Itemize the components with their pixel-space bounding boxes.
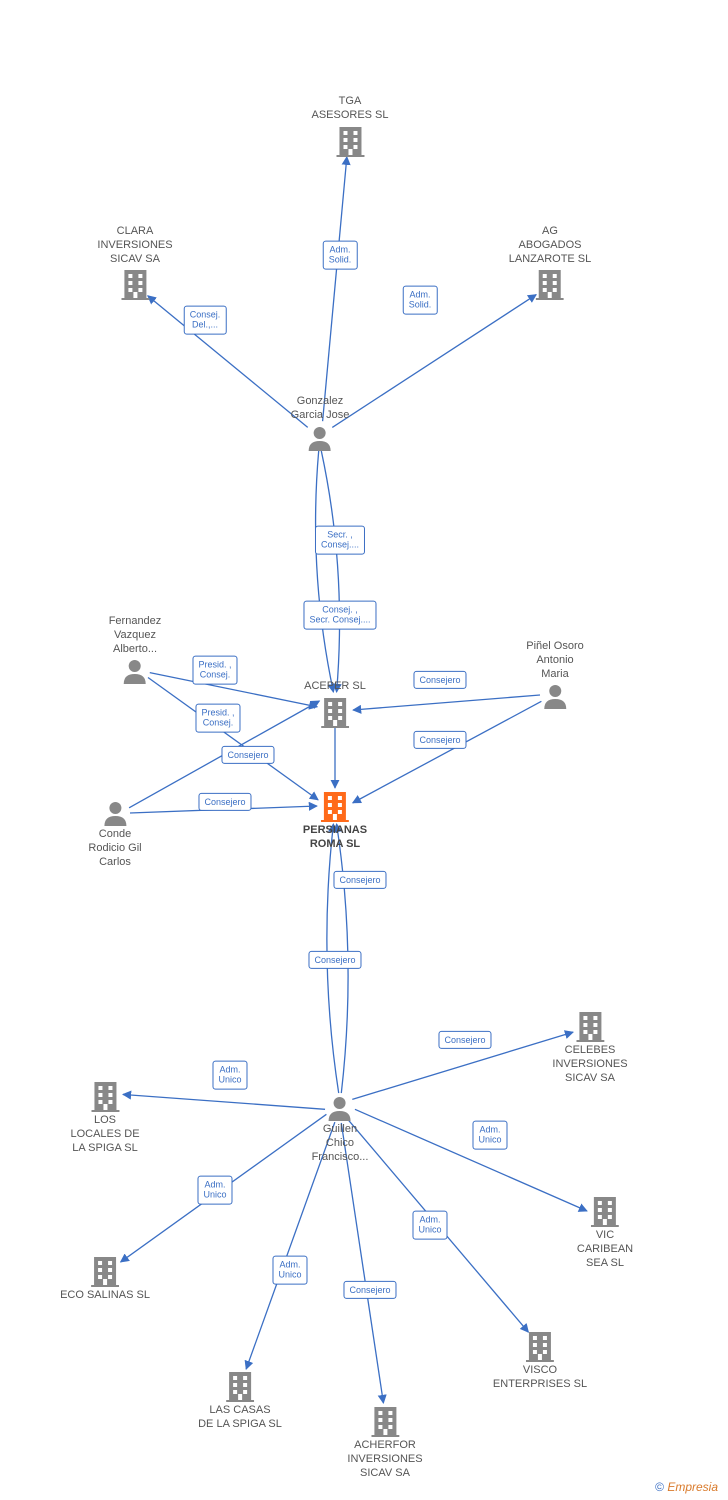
edge-guillen-acherfor: [341, 1123, 383, 1403]
node-label: Gonzalez Garcia Jose: [291, 395, 350, 421]
building-icon: [526, 1330, 554, 1362]
edge-label: Presid. , Consej.: [192, 656, 237, 685]
node-persianas[interactable]: PERSIANAS ROMA SL: [303, 790, 367, 852]
person-icon: [102, 800, 128, 826]
edge-gonzalez-aceper: [321, 451, 339, 692]
node-label: ACEPER SL: [304, 680, 366, 692]
edge-label: Consejero: [438, 1031, 491, 1049]
edge-gonzalez-tga: [323, 157, 347, 422]
edge-label: Adm. Solid.: [403, 286, 438, 315]
node-visco[interactable]: VISCO ENTERPRISES SL: [493, 1330, 587, 1392]
person-icon: [307, 425, 333, 451]
node-clara[interactable]: CLARA INVERSIONES SICAV SA: [97, 225, 172, 300]
node-ag[interactable]: AG ABOGADOS LANZAROTE SL: [509, 225, 592, 300]
edge-fernandez-persianas: [148, 678, 318, 800]
building-icon: [91, 1255, 119, 1287]
edge-pinel-persianas: [353, 701, 542, 803]
edge-label: Secr. , Consej....: [315, 526, 365, 555]
node-pinel[interactable]: Piñel Osoro Antonio Maria: [526, 640, 583, 709]
node-label: AG ABOGADOS LANZAROTE SL: [509, 225, 592, 265]
node-label: CLARA INVERSIONES SICAV SA: [97, 225, 172, 265]
edge-label: Consejero: [198, 793, 251, 811]
edge-guillen-vic: [355, 1109, 587, 1211]
node-label: VIC CARIBEAN SEA SL: [577, 1229, 633, 1269]
node-vic[interactable]: VIC CARIBEAN SEA SL: [577, 1195, 633, 1270]
building-icon: [121, 268, 149, 300]
edge-label: Consejero: [413, 671, 466, 689]
edge-label: Consejero: [413, 731, 466, 749]
node-tga[interactable]: TGA ASESORES SL: [311, 95, 388, 157]
node-label: CELEBES INVERSIONES SICAV SA: [552, 1044, 627, 1084]
node-gonzalez[interactable]: Gonzalez Garcia Jose: [291, 395, 350, 451]
edge-label: Consejero: [343, 1281, 396, 1299]
edge-label: Adm. Unico: [412, 1211, 447, 1240]
node-label: LOS LOCALES DE LA SPIGA SL: [70, 1114, 139, 1154]
node-label: Fernandez Vazquez Alberto...: [109, 615, 162, 655]
node-label: LAS CASAS DE LA SPIGA SL: [198, 1404, 282, 1430]
edge-gonzalez-ag: [332, 295, 536, 428]
node-guillen[interactable]: Guillen Chico Francisco...: [312, 1095, 369, 1164]
building-icon: [371, 1405, 399, 1437]
edge-gonzalez-aceper: [316, 451, 334, 692]
node-label: ACHERFOR INVERSIONES SICAV SA: [347, 1439, 422, 1479]
edge-label: Presid. , Consej.: [195, 704, 240, 733]
node-label: PERSIANAS ROMA SL: [303, 824, 367, 850]
edge-label: Adm. Unico: [212, 1061, 247, 1090]
node-label: Piñel Osoro Antonio Maria: [526, 640, 583, 680]
edge-label: Adm. Unico: [472, 1121, 507, 1150]
node-locales[interactable]: LOS LOCALES DE LA SPIGA SL: [70, 1080, 139, 1155]
edge-label: Consejero: [221, 746, 274, 764]
building-icon: [576, 1010, 604, 1042]
node-fernandez[interactable]: Fernandez Vazquez Alberto...: [109, 615, 162, 684]
person-icon: [122, 658, 148, 684]
person-icon: [327, 1095, 353, 1121]
node-label: VISCO ENTERPRISES SL: [493, 1364, 587, 1390]
building-icon: [321, 696, 349, 728]
building-icon: [91, 1080, 119, 1112]
building-icon: [321, 790, 349, 822]
edge-gonzalez-clara: [148, 296, 308, 428]
edge-label: Consej. , Secr. Consej....: [303, 601, 376, 630]
copyright-symbol: ©: [655, 1480, 664, 1494]
footer-copyright: © Empresia: [655, 1480, 718, 1494]
node-acherfor[interactable]: ACHERFOR INVERSIONES SICAV SA: [347, 1405, 422, 1480]
building-icon: [336, 125, 364, 157]
node-celebes[interactable]: CELEBES INVERSIONES SICAV SA: [552, 1010, 627, 1085]
edge-label: Consej. Del.,...: [184, 306, 227, 335]
node-aceper[interactable]: ACEPER SL: [304, 680, 366, 728]
node-label: Guillen Chico Francisco...: [312, 1123, 369, 1163]
edge-pinel-aceper: [353, 695, 540, 710]
node-label: ECO SALINAS SL: [60, 1289, 150, 1301]
edge-label: Adm. Solid.: [323, 241, 358, 270]
building-icon: [536, 268, 564, 300]
node-eco[interactable]: ECO SALINAS SL: [60, 1255, 150, 1303]
edge-label: Consejero: [333, 871, 386, 889]
edge-guillen-locales: [123, 1094, 325, 1109]
footer-brand: Empresia: [667, 1480, 718, 1494]
person-icon: [542, 683, 568, 709]
node-label: TGA ASESORES SL: [311, 95, 388, 121]
building-icon: [226, 1370, 254, 1402]
node-lascasas[interactable]: LAS CASAS DE LA SPIGA SL: [198, 1370, 282, 1432]
building-icon: [591, 1195, 619, 1227]
node-conde[interactable]: Conde Rodicio Gil Carlos: [88, 800, 141, 869]
edge-label: Adm. Unico: [197, 1176, 232, 1205]
edge-label: Consejero: [308, 951, 361, 969]
node-label: Conde Rodicio Gil Carlos: [88, 828, 141, 868]
edge-label: Adm. Unico: [272, 1256, 307, 1285]
